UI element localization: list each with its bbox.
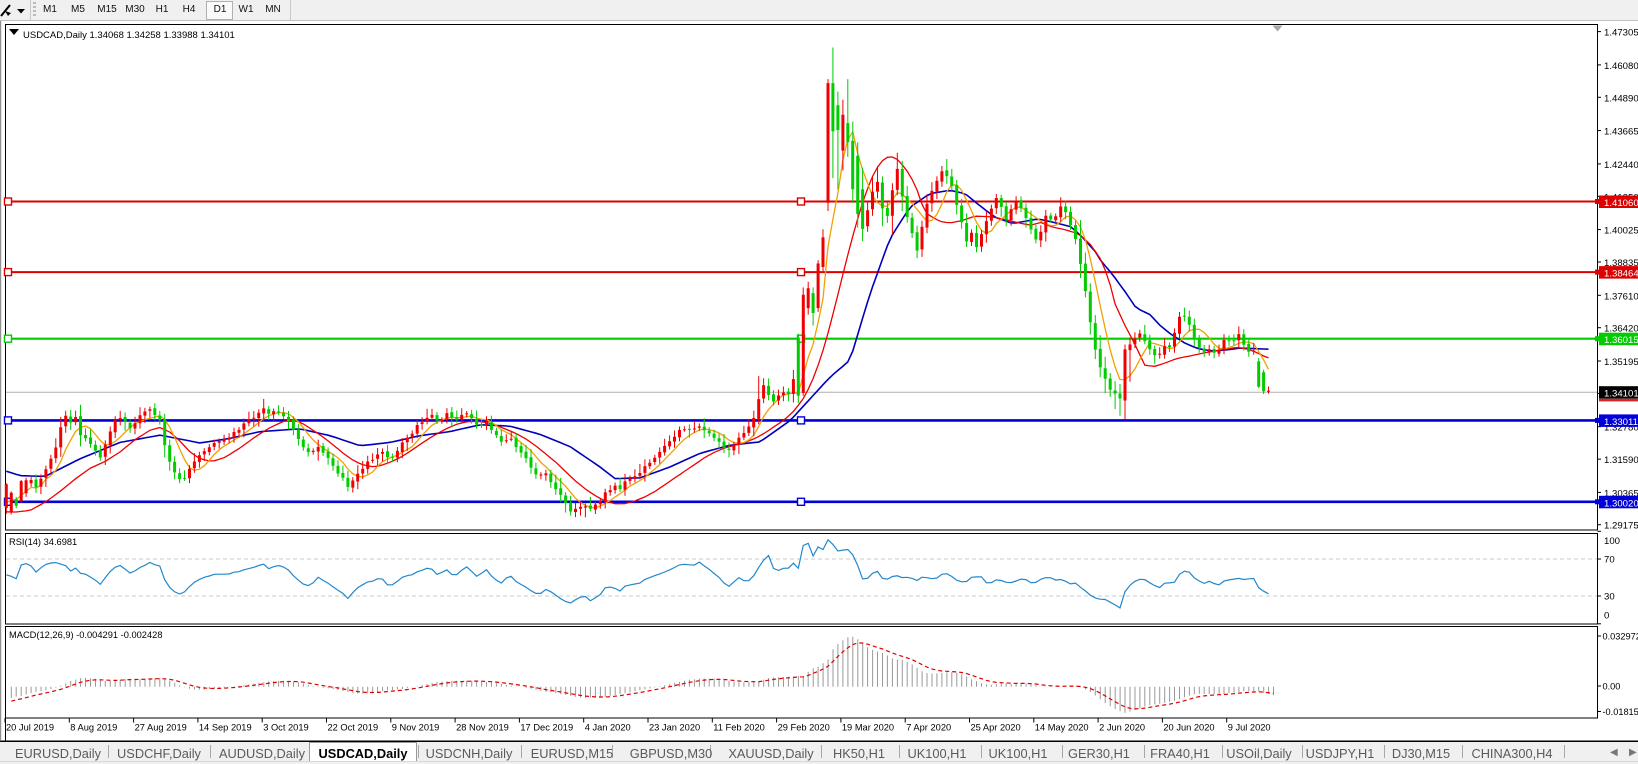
svg-text:25 Apr 2020: 25 Apr 2020	[971, 723, 1021, 733]
svg-text:28 Nov 2019: 28 Nov 2019	[456, 723, 509, 733]
svg-text:0.00: 0.00	[1603, 682, 1621, 692]
svg-text:9 Jul 2020: 9 Jul 2020	[1228, 723, 1271, 733]
svg-text:70: 70	[1604, 555, 1615, 566]
svg-text:17 Dec 2019: 17 Dec 2019	[520, 723, 573, 733]
svg-text:9 Nov 2019: 9 Nov 2019	[392, 723, 440, 733]
svg-text:4 Jan 2020: 4 Jan 2020	[585, 723, 631, 733]
svg-text:1.37610: 1.37610	[1604, 291, 1638, 302]
svg-text:1.35195: 1.35195	[1604, 357, 1638, 368]
svg-text:1.43665: 1.43665	[1604, 127, 1638, 138]
svg-text:3 Oct 2019: 3 Oct 2019	[263, 723, 308, 733]
svg-text:1.40025: 1.40025	[1604, 226, 1638, 237]
svg-text:1.41060: 1.41060	[1604, 198, 1638, 209]
svg-text:1.38464: 1.38464	[1604, 269, 1638, 280]
svg-text:RSI(14) 34.6981: RSI(14) 34.6981	[9, 537, 77, 547]
svg-text:27 Aug 2019: 27 Aug 2019	[135, 723, 187, 733]
svg-text:1.33011: 1.33011	[1604, 417, 1638, 428]
svg-text:1.29175: 1.29175	[1604, 521, 1638, 532]
svg-text:8 Aug 2019: 8 Aug 2019	[70, 723, 117, 733]
svg-text:-0.01815: -0.01815	[1603, 707, 1638, 717]
svg-text:1.30020: 1.30020	[1604, 498, 1638, 509]
svg-text:29 Feb 2020: 29 Feb 2020	[778, 723, 830, 733]
svg-text:100: 100	[1604, 536, 1620, 547]
svg-text:0: 0	[1604, 611, 1609, 622]
svg-text:1.36015: 1.36015	[1604, 335, 1638, 346]
svg-text:MACD(12,26,9) -0.004291 -0.002: MACD(12,26,9) -0.004291 -0.002428	[9, 630, 163, 640]
svg-text:14 Sep 2019: 14 Sep 2019	[199, 723, 252, 733]
svg-text:1.42440: 1.42440	[1604, 160, 1638, 171]
svg-text:1.32780: 1.32780	[1604, 423, 1638, 434]
svg-text:19 Mar 2020: 19 Mar 2020	[842, 723, 894, 733]
svg-text:22 Oct 2019: 22 Oct 2019	[328, 723, 379, 733]
svg-text:23 Jan 2020: 23 Jan 2020	[649, 723, 700, 733]
svg-text:11 Feb 2020: 11 Feb 2020	[713, 723, 765, 733]
svg-text:1.47305: 1.47305	[1604, 28, 1638, 39]
svg-text:1.31590: 1.31590	[1604, 455, 1638, 466]
svg-text:7 Apr 2020: 7 Apr 2020	[906, 723, 951, 733]
svg-text:0.032972: 0.032972	[1603, 632, 1638, 642]
svg-text:1.36420: 1.36420	[1604, 324, 1638, 335]
svg-text:30: 30	[1604, 592, 1615, 603]
svg-text:20 Jul 2019: 20 Jul 2019	[6, 723, 54, 733]
svg-text:1.30365: 1.30365	[1604, 488, 1638, 499]
svg-text:1.46080: 1.46080	[1604, 61, 1638, 72]
svg-text:20 Jun 2020: 20 Jun 2020	[1163, 723, 1214, 733]
svg-text:1.44890: 1.44890	[1604, 93, 1638, 104]
svg-text:14 May 2020: 14 May 2020	[1035, 723, 1089, 733]
svg-text:1.38835: 1.38835	[1604, 258, 1638, 269]
svg-text:1.34101: 1.34101	[1604, 389, 1638, 400]
svg-text:2 Jun 2020: 2 Jun 2020	[1099, 723, 1145, 733]
svg-text:USDCAD,Daily 1.34068 1.34258: USDCAD,Daily 1.34068 1.34258 1.33988 1.3…	[23, 30, 235, 41]
